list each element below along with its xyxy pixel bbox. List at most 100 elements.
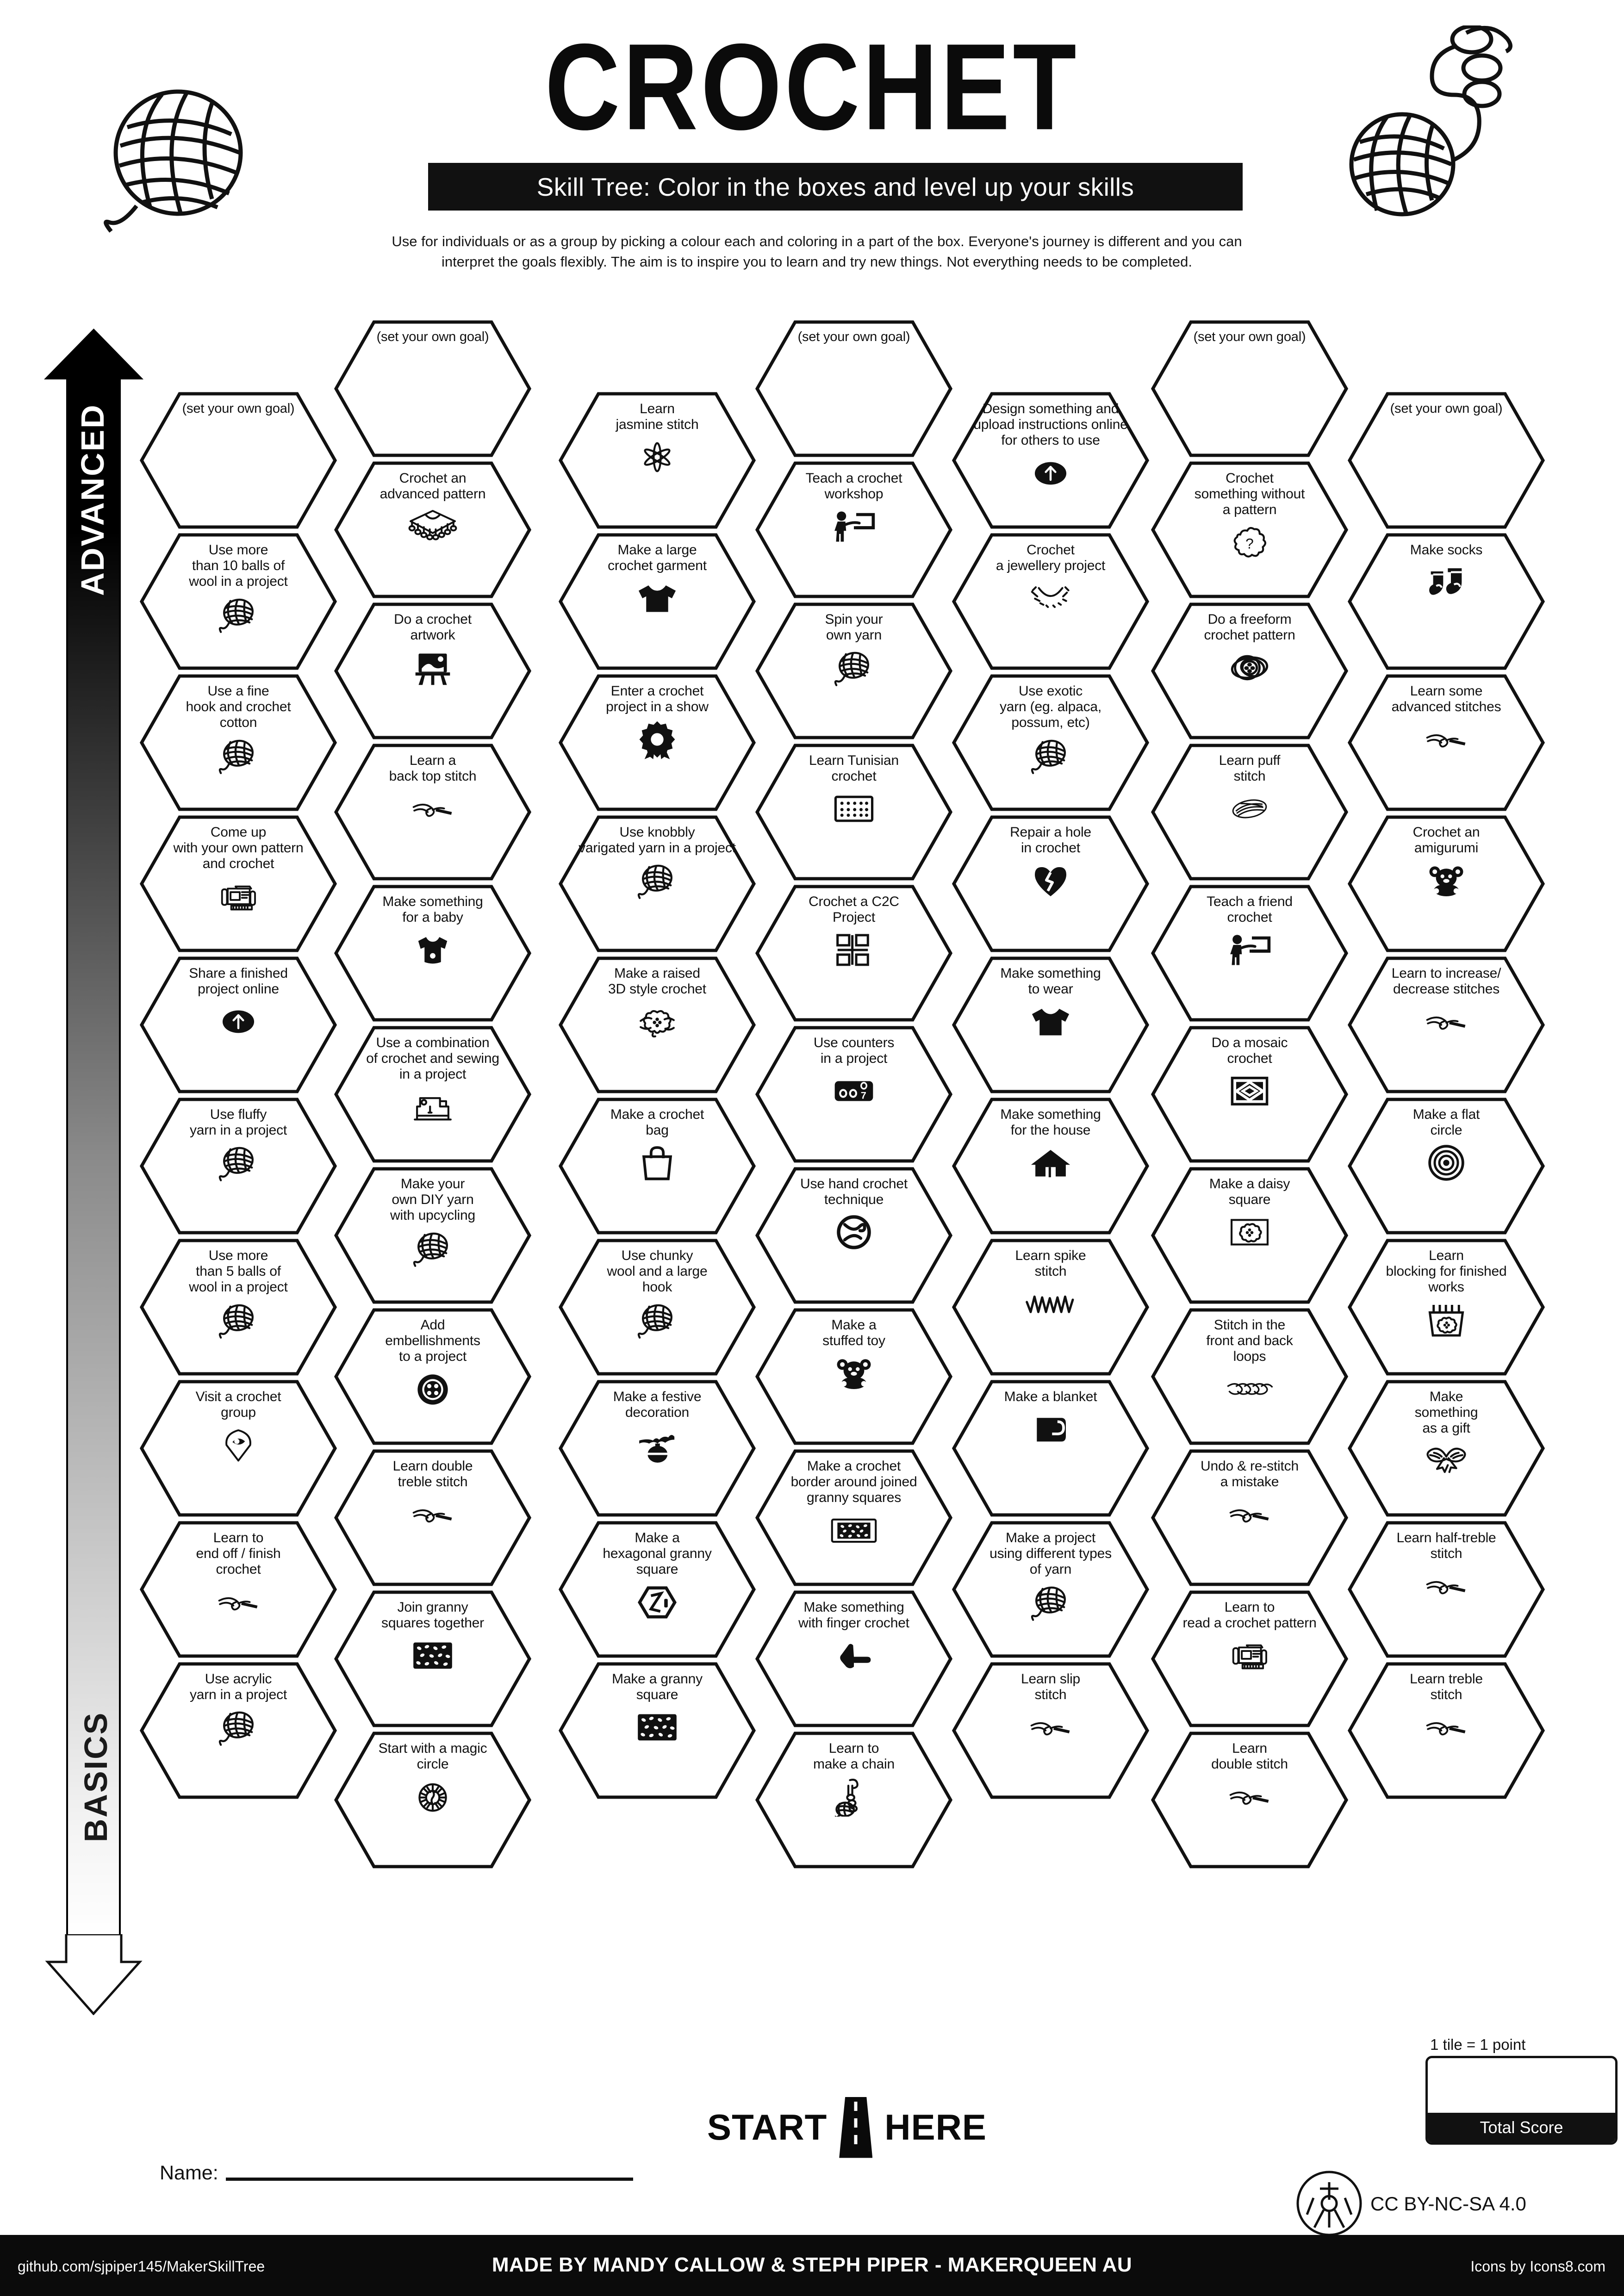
- skill-tile[interactable]: Make a crochet bag: [558, 1097, 757, 1235]
- upload-icon: [1033, 452, 1068, 495]
- skill-tile[interactable]: Join granny squares together: [333, 1589, 532, 1728]
- hook-stitch-icon: [1228, 1775, 1271, 1818]
- hexagon-outline-icon: [558, 1239, 756, 1376]
- skill-tile[interactable]: Use knobbly varigated yarn in a project: [558, 814, 757, 953]
- license-text: CC BY-NC-SA 4.0: [1370, 2192, 1526, 2215]
- name-input-rule[interactable]: [225, 2178, 633, 2181]
- skill-tile[interactable]: Do a freeform crochet pattern: [1150, 602, 1349, 740]
- subtitle-banner: Skill Tree: Color in the boxes and level…: [428, 163, 1243, 211]
- skill-tile[interactable]: Make a large crochet garment: [558, 532, 757, 671]
- skill-tile[interactable]: Teach a crochet workshop: [754, 460, 953, 599]
- skill-tile-label: Make a hexagonal granny square: [603, 1530, 712, 1577]
- skill-tile[interactable]: Crochet a C2C Project: [754, 884, 953, 1023]
- skill-tile[interactable]: Make a daisy square: [1150, 1166, 1349, 1305]
- skill-tile[interactable]: Stitch in the front and back loops: [1150, 1307, 1349, 1446]
- skill-tile[interactable]: Learn spike stitch: [951, 1238, 1150, 1377]
- skill-tile[interactable]: Learn to end off / finish crochet: [139, 1520, 338, 1659]
- skill-tile[interactable]: Learn half-treble stitch: [1347, 1520, 1546, 1659]
- skill-tile[interactable]: Use a combination of crochet and sewing in…: [333, 1025, 532, 1164]
- skill-tile[interactable]: Use more than 10 balls of wool in a projec…: [139, 532, 338, 671]
- skill-tile[interactable]: Learn to read a crochet pattern: [1150, 1589, 1349, 1728]
- skill-tile[interactable]: Use acrylic yarn in a project: [139, 1661, 338, 1800]
- skill-tile[interactable]: Make a blanket: [951, 1379, 1150, 1518]
- skill-tile-content: Crochet a jewellery project: [966, 542, 1135, 662]
- skill-tile-content: (set your own goal): [154, 401, 323, 521]
- skill-tile[interactable]: Do a mosaic crochet: [1150, 1025, 1349, 1164]
- skill-tile[interactable]: Learn slip stitch: [951, 1661, 1150, 1800]
- skill-tile-content: Stitch in the front and back loops: [1165, 1317, 1334, 1437]
- skill-tile[interactable]: Learn jasmine stitch: [558, 391, 757, 530]
- skill-tile[interactable]: Use exotic yarn (eg. alpaca, possum, etc): [951, 673, 1150, 812]
- skill-tile[interactable]: Learn blocking for finished works: [1347, 1238, 1546, 1377]
- footer-repo-link[interactable]: github.com/sjpiper145/MakerSkillTree: [18, 2258, 265, 2275]
- yarn-ball-icon: [218, 593, 258, 636]
- skill-tile[interactable]: Make something as a gift: [1347, 1379, 1546, 1518]
- skill-tile[interactable]: (set your own goal): [1347, 391, 1546, 530]
- skill-tile[interactable]: Teach a friend crochet: [1150, 884, 1349, 1023]
- skill-tile[interactable]: Learn double treble stitch: [333, 1448, 532, 1587]
- skill-tile[interactable]: Make a hexagonal granny square: [558, 1520, 757, 1659]
- skill-tile-content: Do a mosaic crochet: [1165, 1035, 1334, 1154]
- skill-tile[interactable]: Make something for the house: [951, 1097, 1150, 1235]
- skill-tile[interactable]: Spin your own yarn: [754, 602, 953, 740]
- skill-tile[interactable]: Make a raised 3D style crochet: [558, 956, 757, 1094]
- skill-tile[interactable]: Learn double stitch: [1150, 1731, 1349, 1869]
- skill-tile-label: Learn spike stitch: [1015, 1248, 1086, 1279]
- skill-tile[interactable]: Come up with your own pattern and crochet: [139, 814, 338, 953]
- skill-tile[interactable]: Learn Tunisian crochet: [754, 743, 953, 881]
- skill-tile-content: Learn to read a crochet pattern: [1165, 1600, 1334, 1719]
- skill-tile[interactable]: Make something to wear: [951, 956, 1150, 1094]
- name-field[interactable]: Name:: [160, 2162, 633, 2184]
- skill-tile[interactable]: Make socks: [1347, 532, 1546, 671]
- skill-tile[interactable]: Enter a crochet project in a show: [558, 673, 757, 812]
- skill-tile[interactable]: (set your own goal): [1150, 319, 1349, 458]
- skill-tile[interactable]: Make a festive decoration: [558, 1379, 757, 1518]
- skill-tile[interactable]: (set your own goal): [754, 319, 953, 458]
- skill-tile[interactable]: Make a project using different types of ya…: [951, 1520, 1150, 1659]
- skill-tile[interactable]: Learn a back top stitch: [333, 743, 532, 881]
- skill-tile[interactable]: Use a fine hook and crochet cotton: [139, 673, 338, 812]
- skill-tile[interactable]: Learn puff stitch: [1150, 743, 1349, 881]
- skill-tile[interactable]: Make a granny square: [558, 1661, 757, 1800]
- skill-tile[interactable]: Design something and upload instructions …: [951, 391, 1150, 530]
- skill-tile[interactable]: (set your own goal): [333, 319, 532, 458]
- skill-tile[interactable]: Make a flat circle: [1347, 1097, 1546, 1235]
- hexagon-outline-icon: [1151, 1731, 1349, 1868]
- skill-tile[interactable]: Make a crochet border around joined granny…: [754, 1448, 953, 1587]
- skill-tile[interactable]: Make something with finger crochet: [754, 1589, 953, 1728]
- skill-tile[interactable]: Make a stuffed toy: [754, 1307, 953, 1446]
- skill-tile[interactable]: Learn to increase/decrease stitches: [1347, 956, 1546, 1094]
- skill-tile[interactable]: Undo & re-stitch a mistake: [1150, 1448, 1349, 1587]
- skill-tile[interactable]: Crochet a jewellery project: [951, 532, 1150, 671]
- skill-tile-content: Teach a crochet workshop: [769, 471, 939, 590]
- skill-tile[interactable]: Learn some advanced stitches: [1347, 673, 1546, 812]
- intro-line-1: Use for individuals or as a group by pic…: [392, 233, 1242, 249]
- skill-tile[interactable]: Use hand crochet technique: [754, 1166, 953, 1305]
- skill-tile[interactable]: Crochet something without a pattern ?: [1150, 460, 1349, 599]
- crochet-hook-decoration-right: [1333, 24, 1527, 222]
- skill-tile[interactable]: Make something for a baby: [333, 884, 532, 1023]
- skill-tile[interactable]: Use counters in a project 7: [754, 1025, 953, 1164]
- skill-tile[interactable]: Use more than 5 balls of wool in a project: [139, 1238, 338, 1377]
- skill-tile[interactable]: (set your own goal): [139, 391, 338, 530]
- skill-tile[interactable]: Use chunky wool and a large hook: [558, 1238, 757, 1377]
- skill-tile[interactable]: Start with a magic circle: [333, 1731, 532, 1869]
- skill-tile[interactable]: Learn treble stitch: [1347, 1661, 1546, 1800]
- skill-tile[interactable]: Visit a crochet group: [139, 1379, 338, 1518]
- skill-tile[interactable]: Crochet an advanced pattern: [333, 460, 532, 599]
- skill-tile[interactable]: Crochet an amigurumi: [1347, 814, 1546, 953]
- skill-tile[interactable]: Do a crochet artwork: [333, 602, 532, 740]
- skill-tile-label: (set your own goal): [797, 329, 910, 344]
- yarn-ball-icon: [218, 1142, 258, 1184]
- total-score-box[interactable]: Total Score: [1425, 2056, 1618, 2145]
- skill-tile[interactable]: Repair a hole in crochet: [951, 814, 1150, 953]
- skill-tile[interactable]: Share a finished project online: [139, 956, 338, 1094]
- skill-tile[interactable]: Make your own DIY yarn with upcycling: [333, 1166, 532, 1305]
- hook-stitch-icon: [217, 1581, 260, 1624]
- skill-tile[interactable]: Use fluffy yarn in a project: [139, 1097, 338, 1235]
- footer-credits: MADE BY MANDY CALLOW & STEPH PIPER - MAK…: [492, 2253, 1132, 2276]
- upload-icon: [221, 1000, 255, 1043]
- skill-tile[interactable]: Add embellishments to a project: [333, 1307, 532, 1446]
- skill-tile[interactable]: Learn to make a chain: [754, 1731, 953, 1869]
- skill-tile-label: Make a project using different types of ya…: [989, 1530, 1112, 1577]
